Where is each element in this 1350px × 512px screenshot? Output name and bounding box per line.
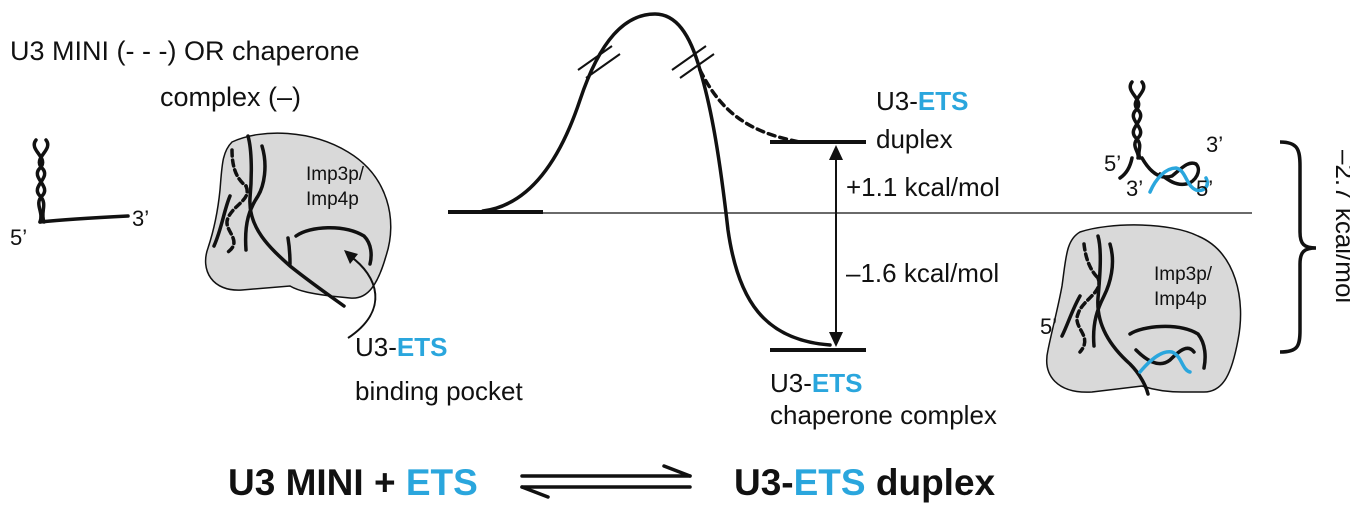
binding-pocket-label-1: U3-ETS [355, 332, 447, 362]
axis-break-right-icon [671, 45, 715, 79]
chaperone-icon-protein-label-1: Imp3p/ [1154, 264, 1213, 285]
chaperone-energy-label: –1.6 kcal/mol [846, 258, 999, 288]
duplex-icon-3prime-b: 3’ [1126, 176, 1143, 201]
arrow-down-icon [829, 332, 843, 347]
imp3p-imp4p-pocket-icon [204, 132, 392, 308]
free-rna-3prime-label: 3’ [132, 206, 149, 231]
equation-left: U3 MINI + ETS [228, 462, 478, 503]
axis-break-left-icon [577, 45, 621, 79]
free-rna-hairpin-icon [32, 138, 130, 224]
duplex-state-label-2: duplex [876, 124, 953, 154]
total-energy-brace-icon [1279, 140, 1317, 354]
chaperone-icon-5prime: 5’ [1040, 314, 1057, 339]
free-rna-5prime-label: 5’ [10, 225, 27, 250]
binding-pocket-arrowhead-icon [344, 250, 358, 264]
pocket-protein-label-2: Imp4p [306, 189, 359, 210]
duplex-icon-5prime-a: 5’ [1104, 151, 1121, 176]
chaperone-icon-protein-label-2: Imp4p [1154, 289, 1207, 310]
pocket-protein-label-1: Imp3p/ [306, 164, 365, 185]
arrow-up-icon [829, 145, 843, 160]
title-line-1: U3 MINI (- - -) OR chaperone [10, 36, 360, 66]
duplex-icon-5prime-b: 5’ [1196, 176, 1213, 201]
equilibrium-arrows-icon [520, 464, 692, 499]
binding-pocket-arrow [347, 255, 377, 339]
duplex-energy-label: +1.1 kcal/mol [846, 172, 1000, 202]
binding-pocket-label-2: binding pocket [355, 376, 523, 406]
chaperone-state-label-2: chaperone complex [770, 400, 997, 430]
duplex-state-label-1: U3-ETS [876, 86, 968, 116]
chaperone-complex-icon [1046, 224, 1242, 396]
energy-barrier-curve [481, 12, 832, 347]
total-energy-label: –2.7 kcal/mol [1330, 150, 1350, 303]
chaperone-state-label-1: U3-ETS [770, 368, 862, 398]
title-line-2: complex (–) [160, 82, 301, 112]
equation-right: U3-ETS duplex [734, 462, 996, 503]
duplex-icon-3prime-a: 3’ [1206, 132, 1223, 157]
duplex-hairpin-icon [1118, 80, 1209, 194]
